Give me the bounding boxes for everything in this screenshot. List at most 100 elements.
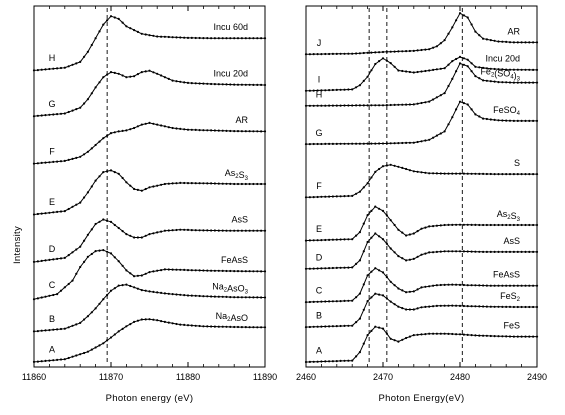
panel-right-data-point: [331, 238, 334, 241]
panel-right-data-point: [474, 223, 477, 226]
panel-right-data-point: [362, 250, 365, 253]
panel-right-data-point: [412, 141, 415, 144]
panel-left-data-point: [233, 37, 236, 40]
panel-left-data-point: [217, 295, 220, 298]
panel-left-data-point: [106, 339, 109, 342]
panel-left-data-point: [106, 250, 109, 253]
panel-left-data-point: [32, 213, 36, 216]
panel-left-data-point: [113, 333, 116, 336]
panel-left-data-point: [102, 23, 105, 26]
panel-right-data-point: [416, 230, 419, 233]
panel-left-data-point: [44, 359, 47, 362]
panel-left-data-point: [156, 319, 159, 322]
panel-left-data-point: [240, 270, 243, 273]
panel-right-data-point: [508, 305, 512, 308]
panel-left-data-point: [190, 294, 193, 297]
panel-right-data-point: [524, 119, 527, 122]
panel-right-data-point: [328, 300, 331, 303]
panel-left-data-point: [152, 290, 155, 293]
panel-left-data-point: [79, 155, 82, 158]
panel-left-data-point: [225, 325, 228, 328]
panel-right-data-point: [501, 68, 504, 71]
panel-left-data-point: [32, 360, 36, 363]
panel-right-data-point: [458, 172, 462, 175]
panel-right-data-point: [520, 81, 523, 84]
panel-left-data-point: [256, 296, 259, 299]
panel-right-data-point: [370, 329, 373, 332]
panel-left-data-point: [125, 76, 128, 79]
panel-right-data-point: [501, 40, 504, 43]
panel-right-data-point: [351, 299, 354, 302]
panel-right-data-point: [393, 223, 396, 227]
panel-left-data-point: [67, 282, 70, 286]
panel-right-data-point: [378, 207, 381, 210]
panel-right-data-point: [320, 300, 323, 303]
panel-right-data-point: [455, 333, 458, 336]
panel-right-data-point: [466, 103, 469, 106]
panel-right-data-point: [447, 32, 450, 35]
panel-left-data-point: [152, 232, 155, 235]
panel-left-data-point: [221, 269, 224, 272]
panel-left-data-point: [202, 82, 205, 85]
panel-left-data-point: [163, 268, 166, 271]
panel-right-data-point: [443, 39, 446, 42]
panel-right-data-point: [408, 233, 411, 236]
panel-right-data-point: [455, 304, 458, 307]
panel-right-data-point: [405, 141, 408, 144]
panel-left-data-point: [190, 128, 193, 131]
panel-right-data-point: [443, 250, 446, 253]
panel-right-data-point: [351, 88, 354, 91]
panel-left-data-point: [202, 295, 205, 298]
panel-right-data-point: [324, 195, 327, 198]
panel-left-data-point: [79, 60, 82, 64]
panel-left-data-point: [233, 229, 236, 232]
panel-left-data-point: [248, 326, 251, 329]
panel-right-data-point: [528, 305, 531, 309]
panel-right-data-point: [393, 142, 396, 145]
panel-right-data-point: [320, 267, 323, 270]
panel-right-data-point: [462, 304, 465, 308]
panel-left-data-point: [102, 218, 105, 221]
panel-left-data-point: [75, 354, 78, 357]
panel-right-data-point: [358, 231, 361, 234]
panel-left-data-point: [140, 123, 143, 126]
panel-right-data-point: [432, 225, 435, 228]
panel-left-data-point: [252, 37, 255, 40]
panel-right-data-point: [458, 304, 462, 307]
panel-right-data-point: [374, 104, 377, 107]
panel-right-data-point: [366, 75, 369, 78]
panel-right-series-letter: F: [316, 181, 322, 191]
panel-right-data-point: [447, 332, 450, 335]
panel-right-data-point: [331, 325, 334, 328]
panel-right-data-point: [397, 305, 400, 308]
panel-right-data-point: [520, 305, 523, 309]
panel-left-data-point: [144, 70, 147, 73]
panel-left-data-point: [44, 161, 47, 164]
panel-left-data-point: [256, 270, 259, 273]
panel-right-data-point: [347, 359, 350, 362]
panel-right-data-point: [339, 324, 342, 328]
panel-left-data-point: [44, 259, 47, 262]
panel-right-data-point: [474, 334, 477, 337]
panel-right-data-point: [535, 119, 539, 122]
panel-left-data-point: [48, 359, 51, 362]
panel-left-series-letter: A: [49, 345, 55, 355]
panel-right-data-point: [520, 250, 523, 253]
panel-right-series-name: As2S3: [497, 209, 521, 223]
panel-left-data-point: [210, 295, 213, 298]
panel-left-data-point: [144, 272, 147, 275]
panel-right-data-point: [474, 113, 477, 116]
panel-right-data-point: [528, 119, 531, 122]
panel-right-data-point: [516, 68, 519, 71]
panel-left-data-point: [179, 228, 182, 231]
panel-left-data-point: [175, 36, 178, 39]
panel-left-data-point: [94, 143, 97, 147]
panel-left-data-point: [183, 228, 186, 231]
panel-right-data-point: [497, 305, 500, 308]
panel-left-data-point: [167, 77, 170, 80]
panel-right-data-point: [304, 360, 308, 364]
panel-left-data-point: [163, 76, 166, 79]
panel-left-data-point: [36, 162, 40, 165]
panel-left-data-point: [90, 348, 93, 351]
panel-right-data-point: [432, 46, 435, 49]
